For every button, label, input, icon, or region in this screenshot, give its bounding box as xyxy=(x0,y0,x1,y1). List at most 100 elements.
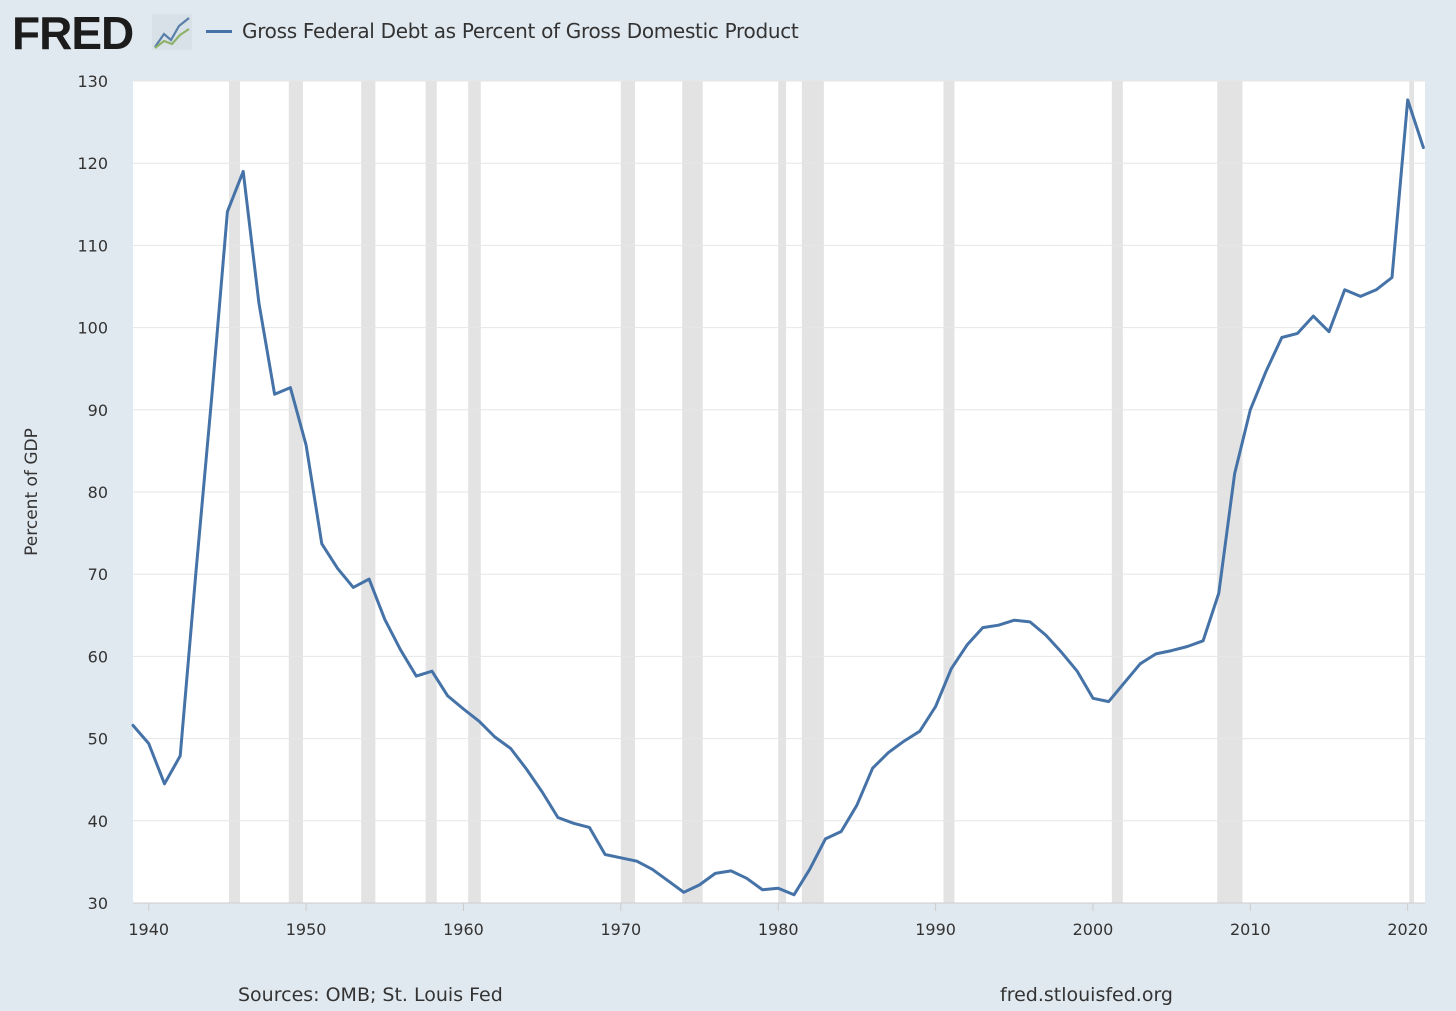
line-chart-icon xyxy=(152,14,192,50)
data-point-1991[interactable] xyxy=(947,665,955,673)
data-point-2014[interactable] xyxy=(1309,312,1317,320)
data-point-1995[interactable] xyxy=(1010,616,1018,624)
data-point-1950[interactable] xyxy=(302,441,310,449)
data-point-1976[interactable] xyxy=(711,869,719,877)
data-point-1990[interactable] xyxy=(932,703,940,711)
chart-legend[interactable]: Gross Federal Debt as Percent of Gross D… xyxy=(206,18,799,44)
data-point-2019[interactable] xyxy=(1388,273,1396,281)
data-point-2001[interactable] xyxy=(1105,698,1113,706)
data-point-1979[interactable] xyxy=(758,886,766,894)
data-point-1958[interactable] xyxy=(428,667,436,675)
data-point-1955[interactable] xyxy=(381,615,389,623)
y-tick-label-30: 30 xyxy=(88,894,108,913)
data-point-2017[interactable] xyxy=(1356,292,1364,300)
data-point-1965[interactable] xyxy=(538,788,546,796)
y-tick-label-70: 70 xyxy=(88,565,108,584)
y-tick-label-80: 80 xyxy=(88,483,108,502)
data-point-1940[interactable] xyxy=(145,740,153,748)
fred-logo[interactable]: FRED xyxy=(12,7,134,59)
data-point-2011[interactable] xyxy=(1262,367,1270,375)
data-point-1973[interactable] xyxy=(664,877,672,885)
data-point-1957[interactable] xyxy=(412,672,420,680)
data-point-1975[interactable] xyxy=(696,881,704,889)
data-point-1960[interactable] xyxy=(459,705,467,713)
data-point-2002[interactable] xyxy=(1120,679,1128,687)
data-point-1966[interactable] xyxy=(554,814,562,822)
data-point-1984[interactable] xyxy=(837,827,845,835)
data-point-2013[interactable] xyxy=(1294,329,1302,337)
data-point-2020[interactable] xyxy=(1404,96,1412,104)
data-point-1956[interactable] xyxy=(397,646,405,654)
data-point-1959[interactable] xyxy=(444,692,452,700)
y-tick-label-120: 120 xyxy=(77,154,108,173)
data-point-2021[interactable] xyxy=(1419,144,1427,152)
data-point-1954[interactable] xyxy=(365,575,373,583)
data-point-2004[interactable] xyxy=(1152,650,1160,658)
data-point-1951[interactable] xyxy=(318,540,326,548)
data-point-1988[interactable] xyxy=(900,737,908,745)
data-point-1939[interactable] xyxy=(129,721,137,729)
data-point-1998[interactable] xyxy=(1057,648,1065,656)
x-tick-label-2010: 2010 xyxy=(1230,920,1271,939)
data-point-1994[interactable] xyxy=(995,621,1003,629)
data-point-2016[interactable] xyxy=(1341,286,1349,294)
data-point-2003[interactable] xyxy=(1136,660,1144,668)
data-point-2008[interactable] xyxy=(1215,589,1223,597)
data-point-1997[interactable] xyxy=(1042,631,1050,639)
data-point-1972[interactable] xyxy=(648,865,656,873)
y-axis-labels: 30 40 50 60 70 80 90 100 110 120 130 xyxy=(77,72,108,913)
data-point-1968[interactable] xyxy=(585,823,593,831)
y-axis-title: Percent of GDP xyxy=(22,428,42,556)
data-point-1974[interactable] xyxy=(680,888,688,896)
data-point-2007[interactable] xyxy=(1199,637,1207,645)
data-point-1989[interactable] xyxy=(916,727,924,735)
data-point-2000[interactable] xyxy=(1089,694,1097,702)
y-tick-label-110: 110 xyxy=(77,236,108,255)
x-tick-label-2020: 2020 xyxy=(1387,920,1428,939)
data-point-1993[interactable] xyxy=(979,624,987,632)
data-point-1982[interactable] xyxy=(806,865,814,873)
data-point-1952[interactable] xyxy=(334,564,342,572)
data-point-1962[interactable] xyxy=(491,733,499,741)
data-point-2006[interactable] xyxy=(1183,643,1191,651)
data-point-1961[interactable] xyxy=(475,717,483,725)
data-point-1977[interactable] xyxy=(727,867,735,875)
data-point-1948[interactable] xyxy=(271,390,279,398)
legend-label: Gross Federal Debt as Percent of Gross D… xyxy=(242,19,799,43)
data-point-1978[interactable] xyxy=(743,874,751,882)
data-point-1970[interactable] xyxy=(617,854,625,862)
fred-url-link[interactable]: fred.stlouisfed.org xyxy=(1000,984,1173,1006)
data-point-1983[interactable] xyxy=(821,835,829,843)
sources-note: Sources: OMB; St. Louis Fed xyxy=(238,984,503,1006)
data-point-2018[interactable] xyxy=(1372,286,1380,294)
data-point-1944[interactable] xyxy=(208,393,216,401)
data-point-1946[interactable] xyxy=(239,167,247,175)
y-tick-label-90: 90 xyxy=(88,401,108,420)
data-point-2005[interactable] xyxy=(1168,647,1176,655)
data-point-1945[interactable] xyxy=(223,208,231,216)
data-point-1981[interactable] xyxy=(790,891,798,899)
data-point-1947[interactable] xyxy=(255,299,263,307)
data-point-1949[interactable] xyxy=(286,384,294,392)
legend-line-swatch xyxy=(206,29,232,33)
data-point-1985[interactable] xyxy=(853,801,861,809)
data-point-1969[interactable] xyxy=(601,851,609,859)
data-point-1967[interactable] xyxy=(570,819,578,827)
data-point-1980[interactable] xyxy=(774,884,782,892)
data-point-1941[interactable] xyxy=(160,780,168,788)
data-point-1999[interactable] xyxy=(1073,667,1081,675)
data-point-1963[interactable] xyxy=(507,744,515,752)
data-point-1953[interactable] xyxy=(349,583,357,591)
data-point-1987[interactable] xyxy=(884,749,892,757)
data-point-1996[interactable] xyxy=(1026,618,1034,626)
data-point-1964[interactable] xyxy=(522,765,530,773)
data-point-1943[interactable] xyxy=(192,569,200,577)
data-point-2009[interactable] xyxy=(1231,470,1239,478)
data-point-2012[interactable] xyxy=(1278,333,1286,341)
data-point-1971[interactable] xyxy=(633,857,641,865)
data-point-2010[interactable] xyxy=(1246,406,1254,414)
data-point-1986[interactable] xyxy=(869,764,877,772)
data-point-1992[interactable] xyxy=(963,641,971,649)
data-point-1942[interactable] xyxy=(176,752,184,760)
data-point-2015[interactable] xyxy=(1325,328,1333,336)
